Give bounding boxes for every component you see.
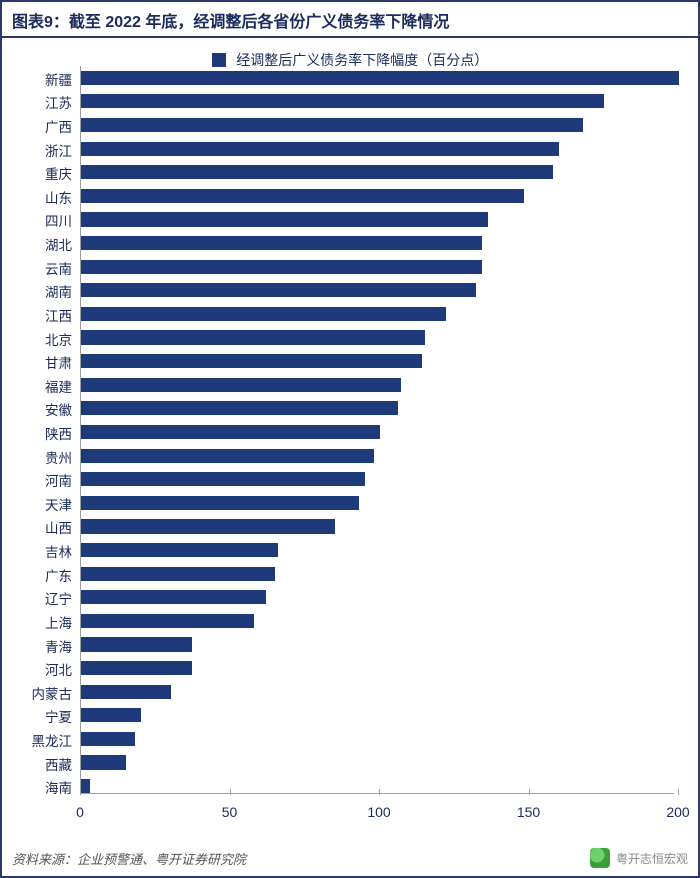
y-axis-label: 上海 bbox=[16, 612, 72, 632]
bar bbox=[81, 118, 583, 132]
y-axis-label: 浙江 bbox=[16, 140, 72, 160]
y-axis-label: 海南 bbox=[16, 777, 72, 797]
legend-swatch bbox=[212, 53, 226, 67]
bar bbox=[81, 283, 476, 297]
plot-wrap: 新疆江苏广西浙江重庆山东四川湖北云南湖南江西北京甘肃福建安徽陕西贵州河南天津山西… bbox=[16, 66, 684, 822]
y-axis-label: 陕西 bbox=[16, 423, 72, 443]
x-axis-label: 150 bbox=[517, 804, 540, 820]
x-tick bbox=[678, 789, 679, 795]
x-tick bbox=[379, 789, 380, 795]
bar bbox=[81, 94, 604, 108]
bar bbox=[81, 425, 380, 439]
bar bbox=[81, 519, 335, 533]
x-tick bbox=[230, 789, 231, 795]
bar bbox=[81, 779, 90, 793]
y-axis-label: 江西 bbox=[16, 305, 72, 325]
bar bbox=[81, 378, 401, 392]
x-axis-label: 200 bbox=[666, 804, 689, 820]
y-axis-label: 江苏 bbox=[16, 92, 72, 112]
y-axis-label: 贵州 bbox=[16, 447, 72, 467]
bar bbox=[81, 260, 482, 274]
bar bbox=[81, 472, 365, 486]
title-bar: 图表9：截至 2022 年底，经调整后各省份广义债务率下降情况 bbox=[2, 2, 698, 38]
wechat-icon bbox=[590, 848, 610, 868]
y-axis-label: 广西 bbox=[16, 116, 72, 136]
x-axis-label: 50 bbox=[222, 804, 238, 820]
bar bbox=[81, 236, 482, 250]
bar bbox=[81, 165, 553, 179]
watermark: 粤开志恒宏观 bbox=[590, 848, 688, 868]
y-axis-label: 湖南 bbox=[16, 281, 72, 301]
y-axis-label: 湖北 bbox=[16, 234, 72, 254]
x-axis-label: 100 bbox=[367, 804, 390, 820]
bar bbox=[81, 614, 254, 628]
y-axis-label: 河北 bbox=[16, 659, 72, 679]
bar bbox=[81, 590, 266, 604]
bar bbox=[81, 543, 278, 557]
y-axis-label: 甘肃 bbox=[16, 352, 72, 372]
y-axis-label: 重庆 bbox=[16, 163, 72, 183]
bar bbox=[81, 189, 524, 203]
x-tick bbox=[529, 789, 530, 795]
chart-frame: 图表9：截至 2022 年底，经调整后各省份广义债务率下降情况 经调整后广义债务… bbox=[0, 0, 700, 878]
y-axis-label: 黑龙江 bbox=[16, 730, 72, 750]
y-axis-label: 北京 bbox=[16, 329, 72, 349]
y-axis-label: 云南 bbox=[16, 258, 72, 278]
y-axis-label: 河南 bbox=[16, 470, 72, 490]
y-axis-label: 广东 bbox=[16, 565, 72, 585]
bar bbox=[81, 708, 141, 722]
bar bbox=[81, 661, 192, 675]
bar bbox=[81, 212, 488, 226]
bar bbox=[81, 567, 275, 581]
x-tick bbox=[80, 789, 81, 795]
bar bbox=[81, 142, 559, 156]
bar bbox=[81, 685, 171, 699]
bar bbox=[81, 496, 359, 510]
y-axis-label: 西藏 bbox=[16, 754, 72, 774]
footer-row: 资料来源：企业预警通、粤开证券研究院 粤开志恒宏观 bbox=[12, 848, 688, 868]
plot-area bbox=[80, 66, 674, 794]
y-axis-label: 吉林 bbox=[16, 541, 72, 561]
bar bbox=[81, 401, 398, 415]
y-axis-label: 宁夏 bbox=[16, 706, 72, 726]
bar bbox=[81, 732, 135, 746]
y-axis-label: 安徽 bbox=[16, 399, 72, 419]
x-axis-label: 0 bbox=[76, 804, 84, 820]
bar bbox=[81, 449, 374, 463]
y-axis-label: 天津 bbox=[16, 494, 72, 514]
watermark-text: 粤开志恒宏观 bbox=[616, 850, 688, 867]
y-axis-label: 山西 bbox=[16, 517, 72, 537]
bar bbox=[81, 307, 446, 321]
y-axis-label: 四川 bbox=[16, 210, 72, 230]
y-axis-label: 新疆 bbox=[16, 69, 72, 89]
bar bbox=[81, 354, 422, 368]
source-text: 资料来源：企业预警通、粤开证券研究院 bbox=[12, 849, 246, 868]
y-axis-label: 辽宁 bbox=[16, 588, 72, 608]
bar bbox=[81, 755, 126, 769]
y-axis-label: 山东 bbox=[16, 187, 72, 207]
y-axis-label: 青海 bbox=[16, 636, 72, 656]
y-axis-label: 福建 bbox=[16, 376, 72, 396]
bar bbox=[81, 71, 679, 85]
chart-title: 图表9：截至 2022 年底，经调整后各省份广义债务率下降情况 bbox=[12, 8, 688, 32]
bar bbox=[81, 637, 192, 651]
y-axis-label: 内蒙古 bbox=[16, 683, 72, 703]
bar bbox=[81, 330, 425, 344]
